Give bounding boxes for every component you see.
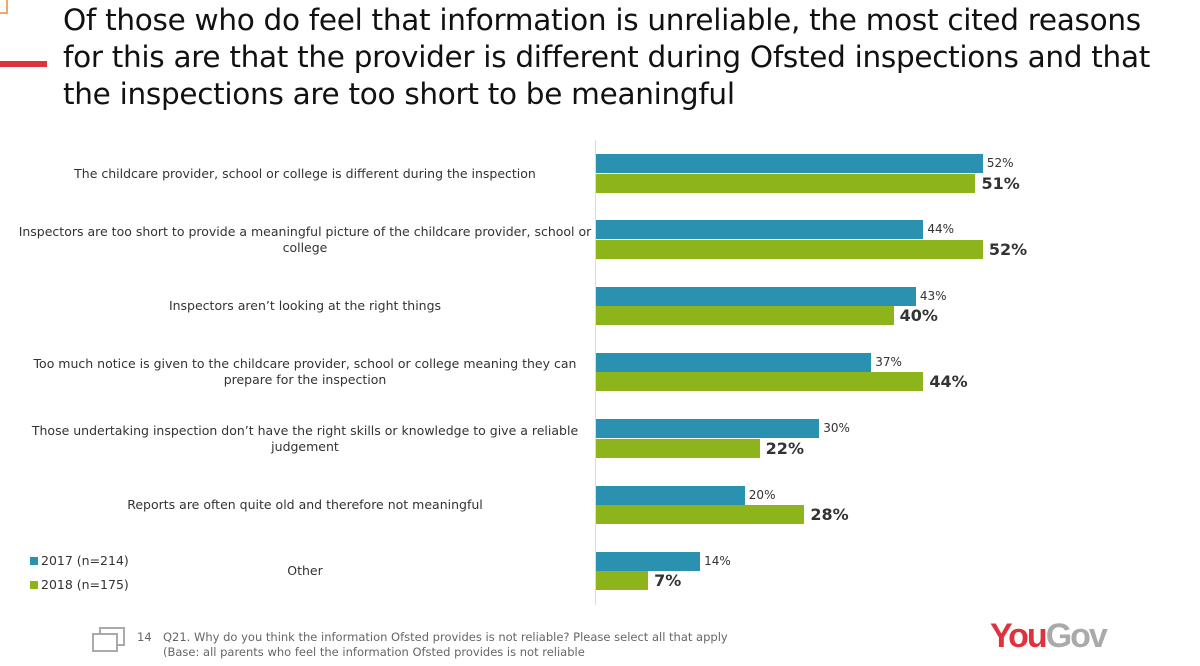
bar-2018: [596, 571, 649, 591]
legend-label: 2017 (n=214): [41, 553, 129, 568]
legend-label: 2018 (n=175): [41, 577, 129, 592]
data-label: 28%: [810, 505, 849, 524]
data-label: 52%: [986, 156, 1014, 170]
yougov-logo: YouGov: [990, 617, 1108, 656]
bar-2017: [596, 286, 916, 306]
page-number: 14: [137, 630, 152, 644]
accent-bar: [0, 61, 47, 67]
bar-2017: [596, 154, 983, 173]
category-label: Inspectors are too short to provide a me…: [18, 223, 592, 255]
data-label: 22%: [765, 438, 804, 458]
page-title: Of those who do feel that information is…: [63, 3, 1150, 111]
bar-2018: [596, 306, 894, 326]
bar-2017: [596, 485, 745, 505]
category-label: Reports are often quite old and therefor…: [127, 497, 483, 512]
base-text: (Base: all parents who feel the informat…: [163, 645, 585, 659]
data-label: 30%: [823, 421, 850, 436]
data-label: 37%: [875, 354, 902, 369]
logo-gov: Gov: [1045, 617, 1108, 655]
footnote: Q21. Why do you think the information Of…: [163, 630, 728, 660]
question-text: Q21. Why do you think the information Of…: [163, 630, 728, 644]
bar-2017: [596, 220, 924, 240]
category-label: The childcare provider, school or colleg…: [74, 165, 536, 181]
data-label: 40%: [899, 306, 938, 326]
data-label: 52%: [988, 239, 1028, 259]
legend-swatch: [30, 581, 38, 589]
category-label: Those undertaking inspection don’t have …: [31, 422, 579, 454]
bar-2018: [596, 505, 805, 524]
bar-2018: [596, 239, 983, 259]
category-label: Inspectors aren’t looking at the right t…: [168, 298, 442, 314]
data-label: 7%: [654, 571, 682, 591]
category-label: Other: [287, 563, 323, 579]
data-label: 20%: [748, 487, 776, 502]
data-label: 51%: [981, 173, 1020, 193]
data-label: 43%: [919, 288, 947, 303]
bar-2017: [596, 352, 872, 372]
bar-2018: [596, 438, 760, 458]
bar-2018: [596, 173, 976, 193]
bar-2017: [596, 551, 701, 571]
legend-2017: 2017 (n=214): [30, 553, 129, 568]
logo-you: You: [990, 617, 1048, 655]
legend-2018: 2018 (n=175): [30, 577, 129, 592]
category-label: Too much notice is given to the childcar…: [33, 356, 577, 388]
bar-2018: [596, 372, 924, 392]
bar-2017: [596, 419, 820, 439]
legend-swatch: [30, 557, 38, 565]
data-label: 44%: [929, 372, 968, 392]
data-label: 14%: [704, 553, 731, 568]
y-axis-line: [595, 140, 596, 605]
slides-icon: [92, 627, 125, 652]
corner-decoration: [0, 0, 8, 14]
data-label: 44%: [927, 222, 955, 237]
